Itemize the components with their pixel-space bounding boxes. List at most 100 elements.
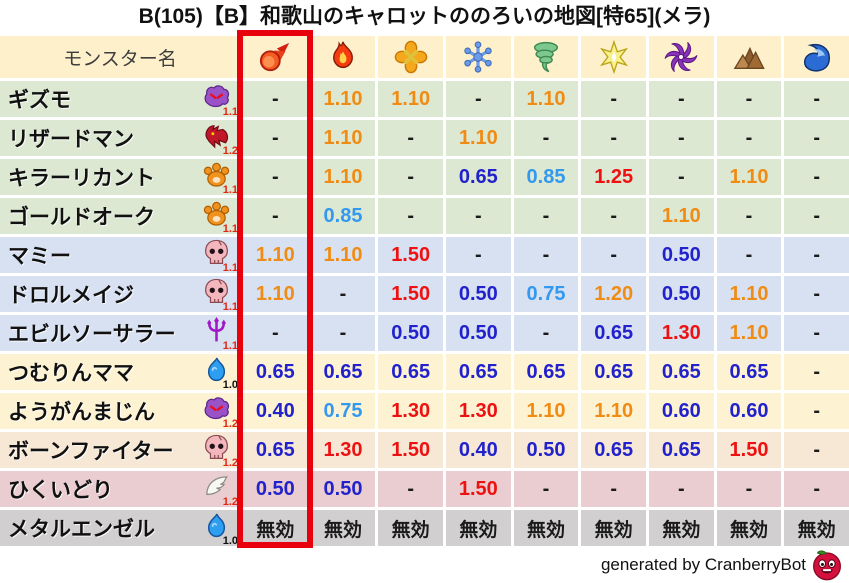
- resistance-cell: 0.65: [243, 432, 308, 468]
- monster-name-header: モンスター名: [0, 36, 240, 78]
- resistance-cell: -: [243, 159, 308, 195]
- resistance-cell: 1.10: [513, 81, 579, 117]
- resistance-cell: 1.10: [378, 81, 443, 117]
- resistance-cell: 1.30: [445, 393, 511, 429]
- resistance-cell: -: [378, 471, 443, 507]
- resistance-cell: -: [513, 471, 579, 507]
- monster-multiplier-badge: 1.1: [222, 340, 238, 351]
- monster-multiplier-badge: 1.2: [222, 418, 238, 429]
- resistance-cell: 0.50: [445, 315, 511, 351]
- resistance-cell: -: [784, 354, 849, 390]
- resistance-cell: -: [784, 276, 849, 312]
- resistance-cell: -: [378, 120, 443, 156]
- resistance-cell: 0.65: [243, 354, 308, 390]
- resistance-cell: -: [716, 120, 782, 156]
- resistance-cell: -: [513, 315, 579, 351]
- monster-name-cell: ようがんまじん 1.2: [0, 393, 240, 429]
- resistance-cell: 1.10: [445, 120, 511, 156]
- resistance-cell: 0.75: [310, 393, 376, 429]
- monster-multiplier-badge: 1.2: [222, 457, 238, 468]
- monster-name-cell: ギズモ 1.1: [0, 81, 240, 117]
- resistance-cell: -: [784, 471, 849, 507]
- resistance-cell: 無効: [513, 510, 579, 546]
- resistance-cell: 0.50: [243, 471, 308, 507]
- page-title: B(105)【B】和歌山のキャロットののろいの地図[特65](メラ): [138, 5, 711, 28]
- monster-name: エビルソーサラー: [8, 323, 176, 346]
- resistance-cell: -: [784, 393, 849, 429]
- resistance-cell: 1.50: [378, 237, 443, 273]
- resistance-cell: 0.65: [378, 354, 443, 390]
- resistance-cell: -: [243, 81, 308, 117]
- resistance-cell: -: [784, 432, 849, 468]
- resistance-cell: 0.60: [648, 393, 714, 429]
- resistance-cell: -: [784, 120, 849, 156]
- flame-icon: [310, 36, 376, 78]
- pinwheel-icon: [648, 36, 714, 78]
- resistance-cell: -: [243, 120, 308, 156]
- resistance-cell: -: [310, 276, 376, 312]
- resistance-cell: 0.40: [445, 432, 511, 468]
- resistance-cell: 1.10: [310, 81, 376, 117]
- resistance-cell: -: [784, 198, 849, 234]
- resistance-cell: 0.50: [445, 276, 511, 312]
- resistance-cell: 1.50: [378, 276, 443, 312]
- resistance-cell: -: [784, 81, 849, 117]
- resistance-cell: -: [648, 159, 714, 195]
- tornado-icon: [513, 36, 579, 78]
- resistance-cell: 無効: [784, 510, 849, 546]
- resistance-cell: 1.10: [310, 120, 376, 156]
- resistance-cell: -: [310, 315, 376, 351]
- resistance-cell: -: [716, 198, 782, 234]
- resistance-cell: 1.30: [378, 393, 443, 429]
- monster-name: ボーンファイター: [8, 440, 174, 463]
- resistance-cell: 1.10: [243, 237, 308, 273]
- resistance-cell: -: [581, 198, 646, 234]
- monster-name: ギズモ: [8, 89, 71, 112]
- monster-name: ドロルメイジ: [8, 284, 134, 307]
- resistance-cell: -: [445, 198, 511, 234]
- fireball-icon: [243, 36, 308, 78]
- monster-name-cell: エビルソーサラー 1.1: [0, 315, 240, 351]
- resistance-cell: -: [648, 81, 714, 117]
- resistance-cell: 1.20: [581, 276, 646, 312]
- monster-name-cell: ボーンファイター 1.2: [0, 432, 240, 468]
- resistance-cell: 0.65: [716, 354, 782, 390]
- resistance-cell: -: [243, 315, 308, 351]
- resistance-cell: -: [513, 198, 579, 234]
- resistance-cell: 0.60: [716, 393, 782, 429]
- resistance-cell: -: [581, 471, 646, 507]
- monster-name: メタルエンゼル: [8, 518, 155, 541]
- resistance-cell: -: [648, 120, 714, 156]
- resistance-cell: 0.65: [648, 354, 714, 390]
- resistance-cell: -: [581, 81, 646, 117]
- resistance-cell: -: [716, 471, 782, 507]
- resistance-cell: -: [784, 159, 849, 195]
- monster-multiplier-badge: 1.2: [222, 496, 238, 507]
- monster-name: キラーリカント: [8, 167, 155, 190]
- resistance-cell: -: [581, 120, 646, 156]
- monster-name-cell: マミー 1.1: [0, 237, 240, 273]
- resistance-cell: 1.10: [513, 393, 579, 429]
- resistance-cell: 0.65: [581, 432, 646, 468]
- resistance-cell: 0.50: [648, 237, 714, 273]
- monster-multiplier-badge: 1.1: [222, 301, 238, 312]
- resistance-cell: 1.10: [310, 159, 376, 195]
- monster-name-cell: ドロルメイジ 1.1: [0, 276, 240, 312]
- monster-name-cell: メタルエンゼル 1.0: [0, 510, 240, 546]
- resistance-cell: 無効: [581, 510, 646, 546]
- monster-name-cell: つむりんママ 1.0: [0, 354, 240, 390]
- resistance-cell: -: [243, 198, 308, 234]
- monster-multiplier-badge: 1.1: [222, 262, 238, 273]
- resistance-cell: 1.10: [716, 315, 782, 351]
- resistance-cell: 1.50: [378, 432, 443, 468]
- resistance-cell: 0.65: [581, 315, 646, 351]
- resistance-cell: 1.10: [581, 393, 646, 429]
- monster-name: ようがんまじん: [8, 401, 155, 424]
- footer-credit: generated by CranberryBot: [600, 555, 806, 574]
- resistance-cell: 0.40: [243, 393, 308, 429]
- resistance-cell: 無効: [716, 510, 782, 546]
- monster-multiplier-badge: 1.1: [222, 106, 238, 117]
- resistance-cell: 0.65: [445, 354, 511, 390]
- resistance-cell: 0.85: [310, 198, 376, 234]
